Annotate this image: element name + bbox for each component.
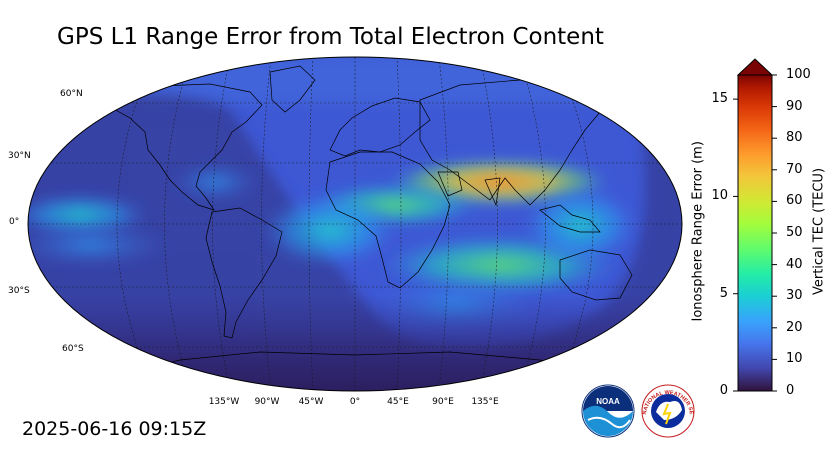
colorbar-right-tick-label: 30 [786,288,803,304]
colorbar-right-tick-label: 70 [786,161,803,177]
lon-label-135e: 135°E [471,397,499,407]
colorbar [733,58,777,392]
lon-label-90w: 90°W [254,397,280,407]
map-title: GPS L1 Range Error from Total Electron C… [57,24,604,50]
colorbar-right-axis-title: Vertical TEC (TECU) [811,167,827,296]
lat-label-60s: 60°S [62,344,84,354]
lon-label-90e: 90°E [432,397,454,407]
colorbar-right-tick-label: 90 [786,98,803,114]
lat-label-60n: 60°N [60,89,83,99]
colorbar-right-tick-label: 60 [786,193,803,209]
colorbar-right-tick-label: 40 [786,256,803,272]
tec-field [28,57,682,391]
colorbar-ramp [738,75,772,391]
lon-label-45e: 45°E [387,397,409,407]
globe-outline [27,56,683,392]
colorbar-left-tick-label: 5 [719,285,728,301]
colorbar-right-tick-label: 50 [786,225,803,240]
graticule [28,57,682,391]
lat-label-30n: 30°N [8,151,31,161]
colorbar-right-tick-label: 10 [786,351,803,367]
lon-label-135w: 135°W [208,397,240,407]
lon-label-45w: 45°W [298,397,324,407]
lat-label-0: 0° [9,217,20,227]
colorbar-right-tick-label: 80 [786,130,803,146]
lat-label-30s: 30°S [8,286,30,296]
noaa-logo-text: NOAA [596,397,620,406]
colorbar-left-tick-label: 10 [711,188,728,204]
noaa-logo: NOAA [581,384,635,438]
colorbar-right-tick-label: 100 [786,67,811,82]
timestamp: 2025-06-16 09:15Z [22,418,207,440]
colorbar-right-tick-label: 20 [786,319,803,335]
colorbar-extend-arrow [736,58,774,76]
colorbar-left-tick-label: 15 [711,91,728,107]
colorbar-left-tick-label: 0 [719,383,728,398]
lon-label-0: 0° [349,397,361,407]
colorbar-right-tick-label: 0 [786,383,795,398]
